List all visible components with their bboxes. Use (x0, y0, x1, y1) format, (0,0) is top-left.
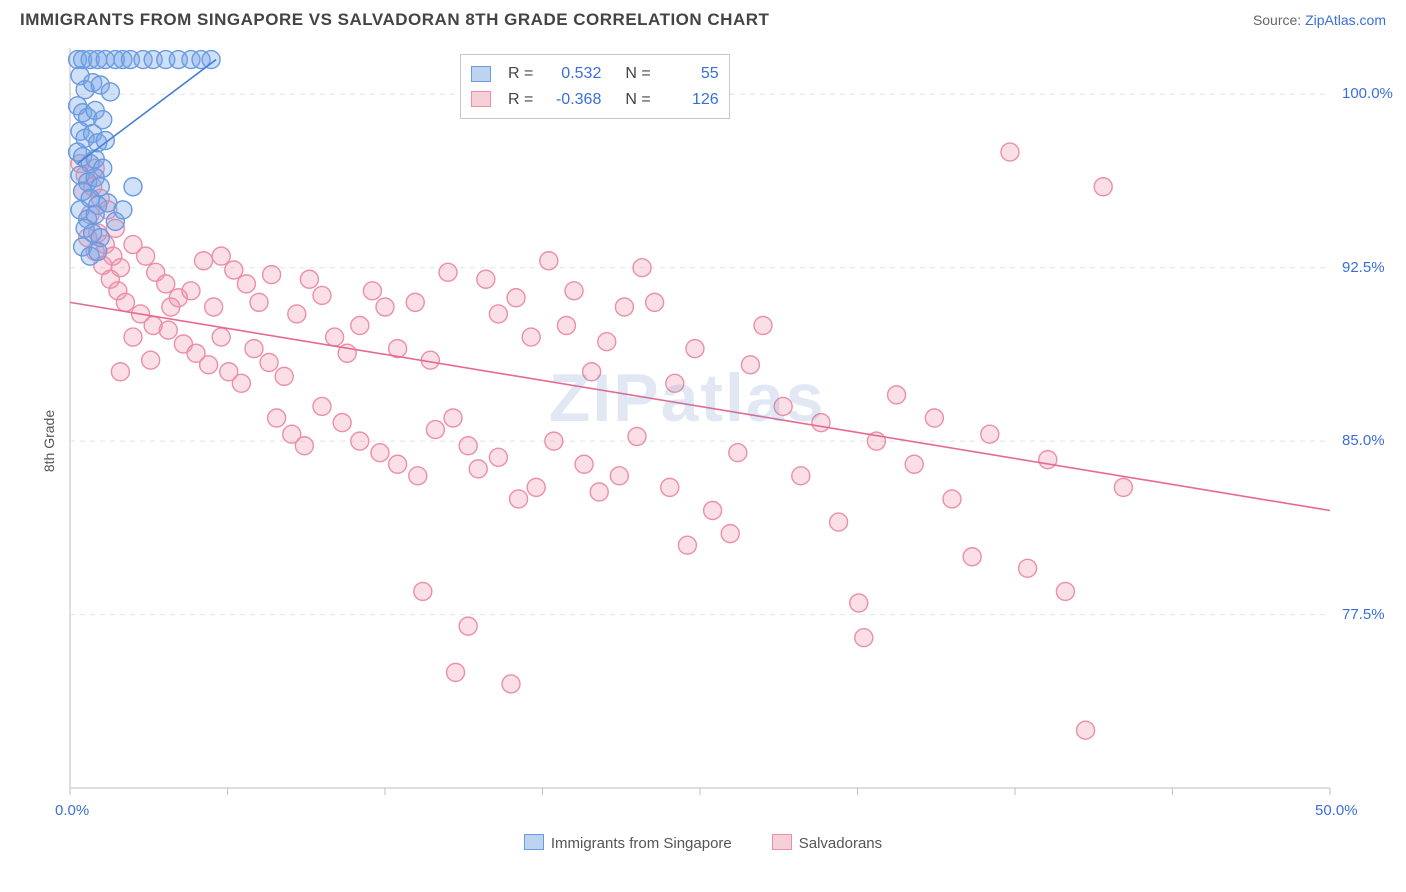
source-link[interactable]: ZipAtlas.com (1305, 12, 1386, 28)
legend-item-salvadorans: Salvadorans (772, 834, 882, 852)
correlation-legend: R = 0.532 N = 55 R = -0.368 N = 126 (460, 54, 730, 119)
r-value: 0.532 (543, 61, 601, 87)
y-tick-label: 77.5% (1342, 606, 1385, 623)
x-tick-label: 50.0% (1315, 802, 1358, 819)
swatch-icon (471, 66, 491, 82)
scatter-chart (20, 36, 1386, 846)
n-label: N = (625, 87, 650, 113)
n-label: N = (625, 61, 650, 87)
legend-label: Salvadorans (799, 835, 882, 852)
swatch-icon (471, 91, 491, 107)
legend-item-singapore: Immigrants from Singapore (524, 834, 732, 852)
swatch-icon (772, 834, 792, 850)
y-axis-label: 8th Grade (41, 410, 57, 472)
legend-label: Immigrants from Singapore (551, 835, 732, 852)
legend-row: R = -0.368 N = 126 (471, 87, 719, 113)
legend-row: R = 0.532 N = 55 (471, 61, 719, 87)
n-value: 55 (661, 61, 719, 87)
y-tick-label: 100.0% (1342, 85, 1393, 102)
n-value: 126 (661, 87, 719, 113)
source-prefix: Source: (1253, 12, 1305, 28)
chart-container: 8th Grade R = 0.532 N = 55 R = -0.368 N = 12… (20, 36, 1386, 846)
y-tick-label: 85.0% (1342, 432, 1385, 449)
r-value: -0.368 (543, 87, 601, 113)
source-label: Source: ZipAtlas.com (1253, 12, 1386, 28)
swatch-icon (524, 834, 544, 850)
chart-title: IMMIGRANTS FROM SINGAPORE VS SALVADORAN … (20, 10, 769, 30)
x-axis-legend: Immigrants from Singapore Salvadorans (20, 834, 1386, 852)
r-label: R = (508, 61, 533, 87)
y-tick-label: 92.5% (1342, 259, 1385, 276)
r-label: R = (508, 87, 533, 113)
x-tick-label: 0.0% (55, 802, 89, 819)
